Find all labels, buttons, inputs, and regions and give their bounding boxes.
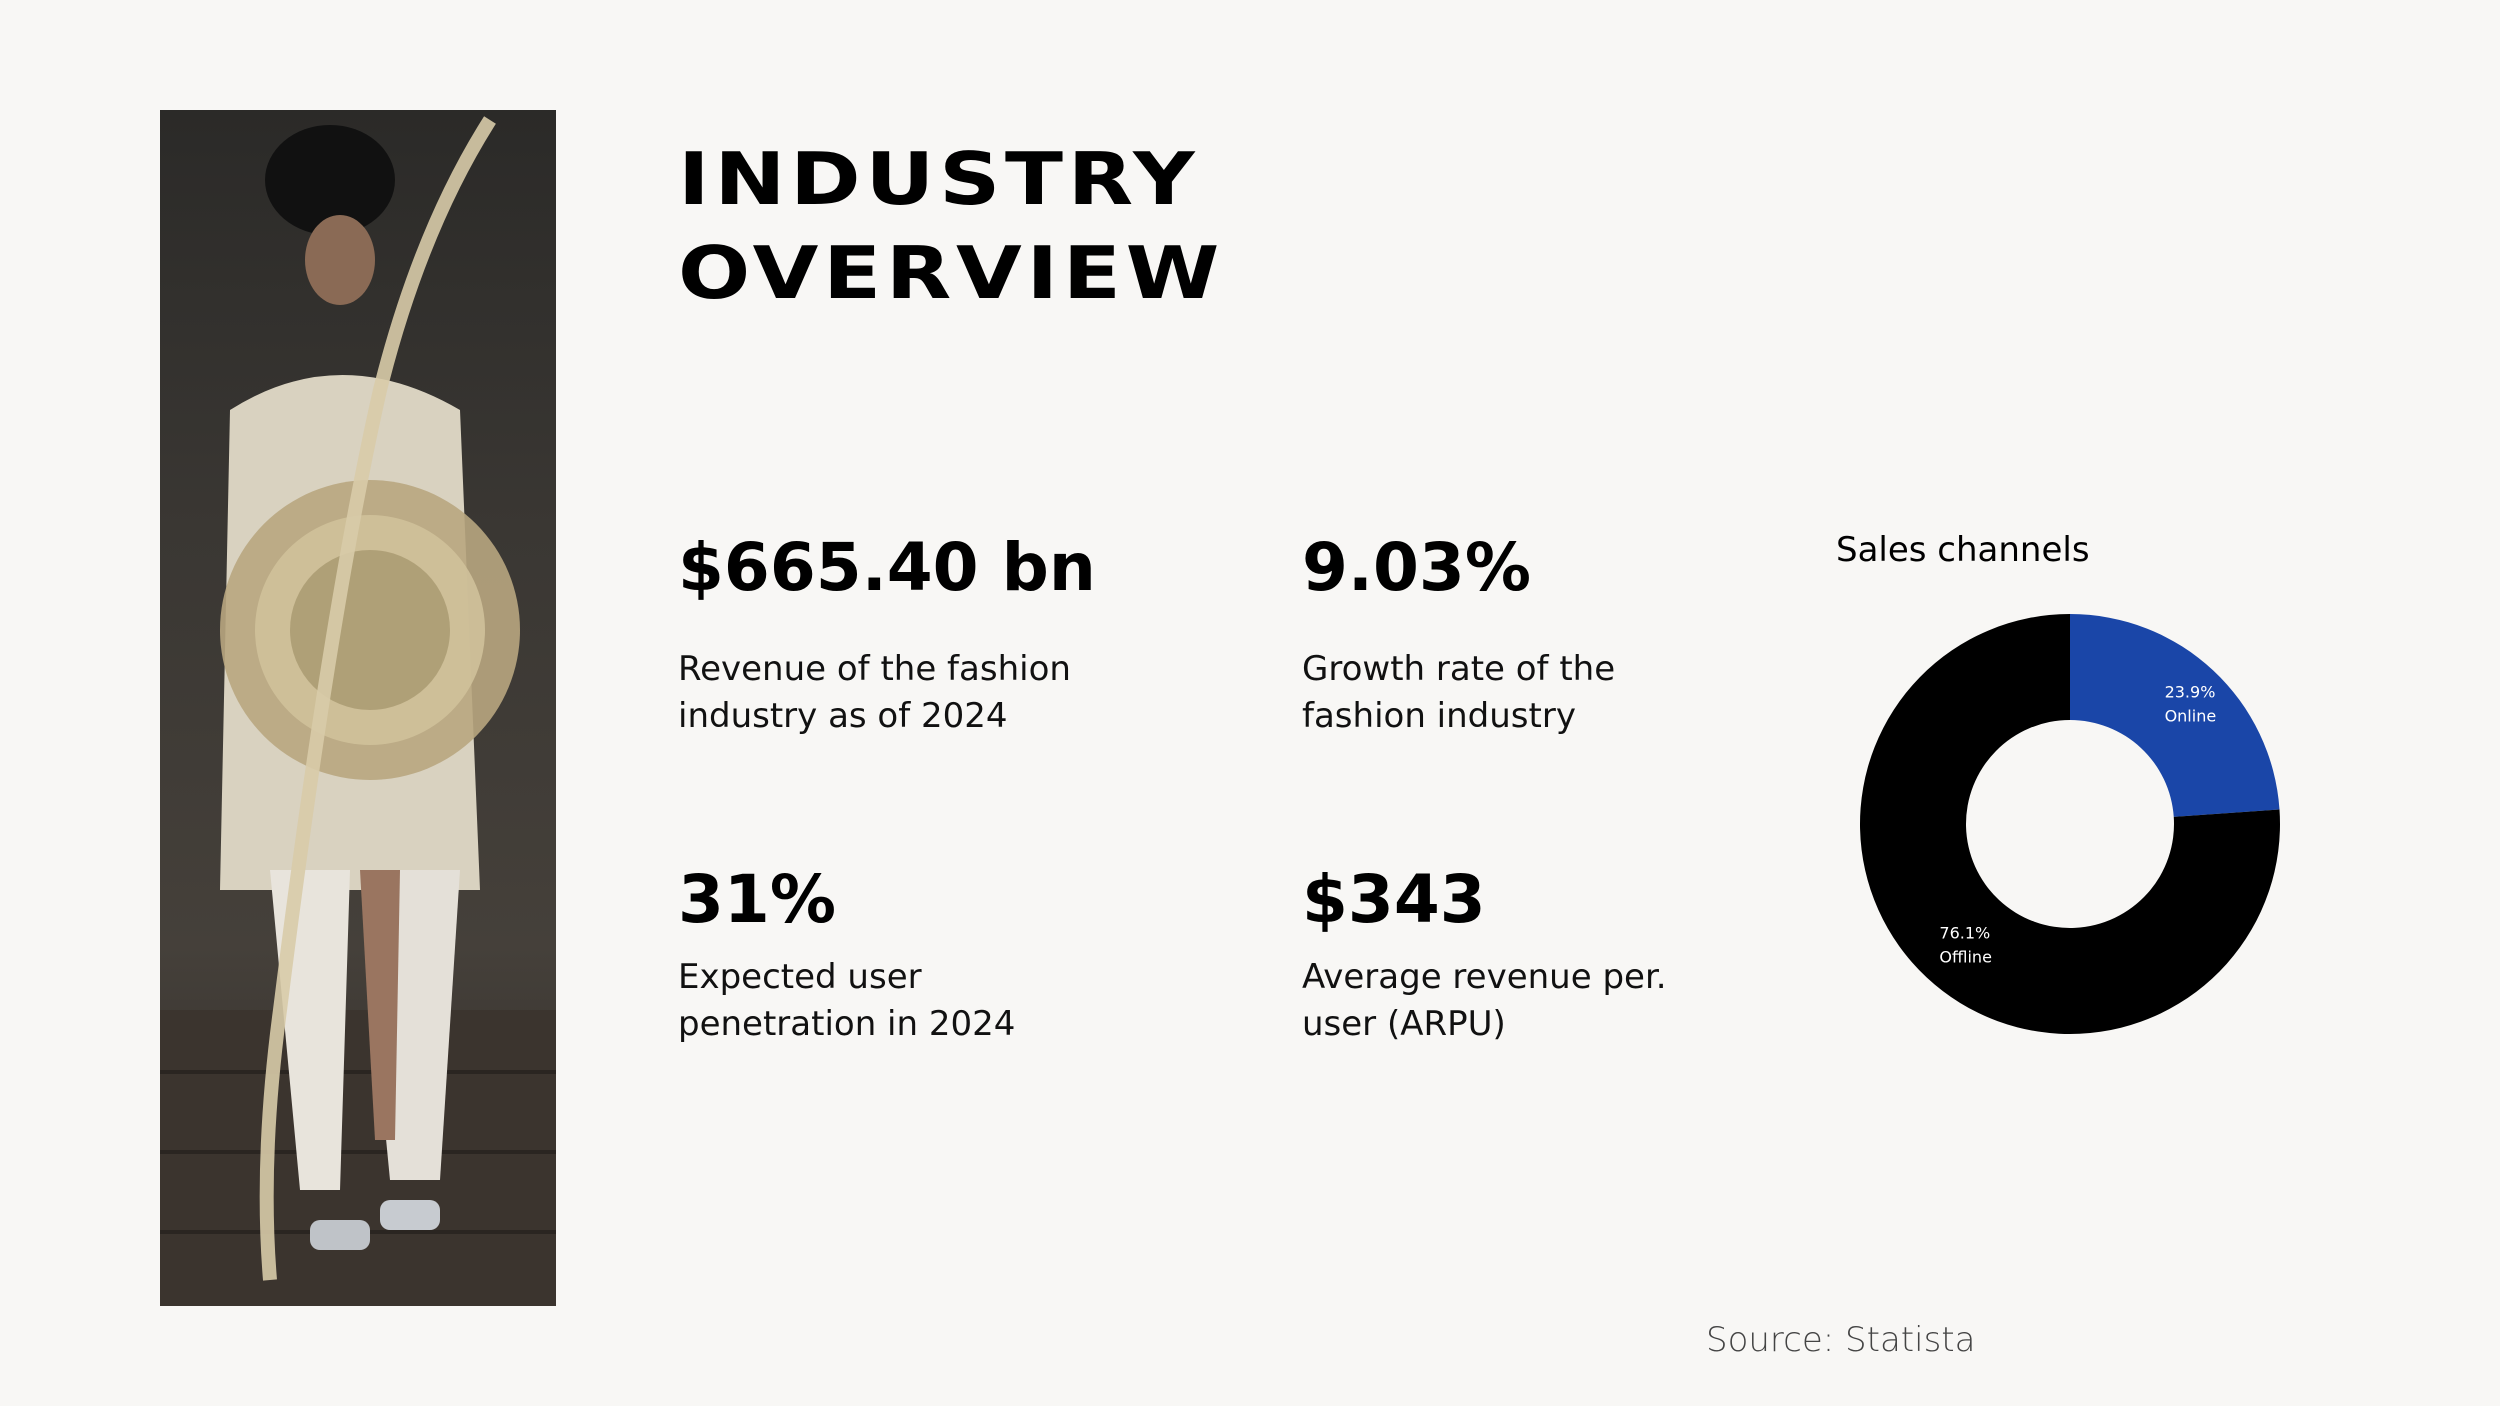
stat-value: $343 (1302, 861, 1486, 938)
stat-revenue: $665.40 bn Revenue of the fashion indust… (678, 528, 1238, 740)
donut-category-label: Offline (1939, 948, 1992, 967)
title-line-1: INDUSTRY (678, 137, 1200, 221)
stat-arpu: $343 Average revenue per. user (ARPU) (1302, 860, 1862, 1048)
stat-growth-rate: 9.03% Growth rate of the fashion industr… (1302, 528, 1862, 740)
stat-desc-line-1: Growth rate of the (1302, 649, 1616, 689)
stat-description: Expected user penetration in 2024 (678, 954, 1238, 1048)
stat-desc-line-1: Average revenue per. (1302, 957, 1667, 997)
source-note: Source: Statista (1706, 1320, 1976, 1360)
title-line-2: OVERVIEW (678, 231, 1225, 315)
donut-value-label: 23.9% (2165, 682, 2216, 701)
stat-description: Revenue of the fashion industry as of 20… (678, 646, 1238, 740)
stat-desc-line-2: penetration in 2024 (678, 1004, 1016, 1044)
donut-category-label: Online (2165, 706, 2217, 725)
stat-user-penetration: 31% Expected user penetration in 2024 (678, 860, 1238, 1048)
stat-desc-line-1: Expected user (678, 957, 922, 997)
stat-value: $665.40 bn (678, 529, 1096, 606)
stat-desc-line-2: user (ARPU) (1302, 1004, 1506, 1044)
runway-model-illustration (160, 116, 556, 1306)
stat-desc-line-2: fashion industry (1302, 696, 1576, 736)
chart-title: Sales channels (1836, 530, 2090, 570)
stat-description: Growth rate of the fashion industry (1302, 646, 1862, 740)
stat-value: 31% (678, 861, 836, 938)
stat-desc-line-1: Revenue of the fashion (678, 649, 1071, 689)
page-title: INDUSTRY OVERVIEW (678, 132, 1224, 320)
stat-description: Average revenue per. user (ARPU) (1302, 954, 1862, 1048)
donut-slice-offline (1860, 614, 2280, 1034)
stat-desc-line-2: industry as of 2024 (678, 696, 1008, 736)
stat-value: 9.03% (1302, 529, 1531, 606)
donut-value-label: 76.1% (1939, 924, 1990, 943)
donut-slice-online (2070, 614, 2280, 817)
runway-photo (160, 110, 556, 1306)
sales-channels-donut-chart: 23.9% Online 76.1% Offline (1860, 614, 2280, 1034)
